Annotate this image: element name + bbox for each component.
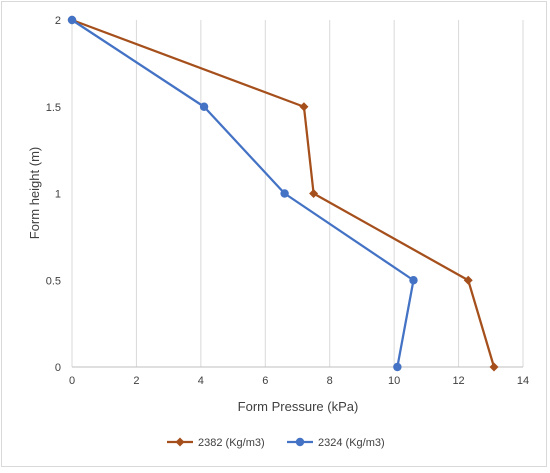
data-point-diamond bbox=[489, 362, 499, 372]
grid-layer bbox=[71, 20, 524, 367]
y-axis-title: Form height (m) bbox=[27, 147, 42, 239]
series-layer bbox=[67, 15, 499, 372]
x-axis-title: Form Pressure (kPa) bbox=[238, 399, 359, 414]
data-point-diamond bbox=[299, 102, 309, 112]
legend-label: 2324 (Kg/m3) bbox=[318, 437, 385, 449]
legend-marker-diamond bbox=[175, 437, 185, 447]
legend-label: 2382 (Kg/m3) bbox=[198, 437, 265, 449]
data-point-circle bbox=[199, 102, 209, 111]
x-tick-label: 14 bbox=[517, 375, 529, 387]
legend-marker-circle bbox=[295, 437, 305, 447]
data-point-diamond bbox=[463, 275, 473, 285]
y-tick-label: 1.5 bbox=[46, 102, 61, 114]
x-tick-label: 4 bbox=[198, 375, 204, 387]
x-tick-label: 10 bbox=[388, 375, 400, 387]
x-tick-label: 0 bbox=[69, 375, 75, 387]
legend: 2382 (Kg/m3) 2324 (Kg/m3) bbox=[167, 437, 385, 449]
axis-layer: 0 2 4 6 8 10 12 14 0 0.5 1 1.5 2 bbox=[46, 15, 529, 387]
x-tick-label: 12 bbox=[452, 375, 464, 387]
series-line-2 bbox=[71, 19, 415, 368]
data-point-diamond bbox=[309, 189, 319, 198]
x-tick-label: 8 bbox=[327, 375, 333, 387]
y-tick-label: 1 bbox=[55, 189, 61, 201]
x-tick-label: 2 bbox=[133, 375, 139, 387]
y-tick-label: 0.5 bbox=[46, 275, 61, 287]
x-tick-label: 6 bbox=[262, 375, 268, 387]
line-chart: 0 2 4 6 8 10 12 14 0 0.5 1 1.5 2 Form Pressure (kPa)… bbox=[27, 15, 529, 449]
chart-frame: 0 2 4 6 8 10 12 14 0 0.5 1 1.5 2 Form Pressure (kPa)… bbox=[1, 1, 547, 467]
data-point-circle bbox=[409, 276, 418, 285]
data-point-circle bbox=[67, 15, 77, 25]
data-point-circle bbox=[280, 189, 289, 198]
y-tick-label: 0 bbox=[55, 362, 61, 374]
data-point-circle bbox=[393, 362, 402, 372]
y-tick-label: 2 bbox=[55, 15, 61, 27]
